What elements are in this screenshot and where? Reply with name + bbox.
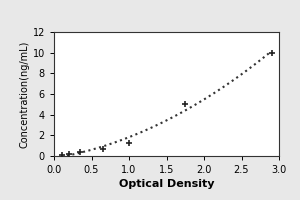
X-axis label: Optical Density: Optical Density [119, 179, 214, 189]
Y-axis label: Concentration(ng/mL): Concentration(ng/mL) [20, 40, 30, 148]
